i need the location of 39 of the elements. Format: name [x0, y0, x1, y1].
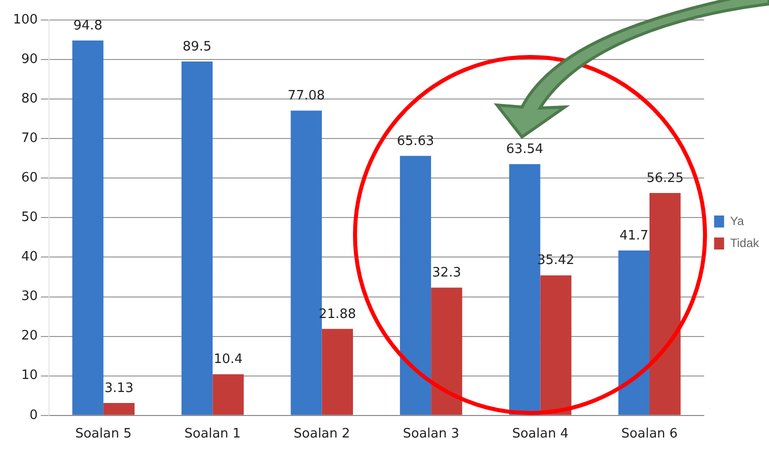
y-tick-label: 30 — [21, 289, 38, 304]
x-tick-label: Soalan 2 — [294, 426, 350, 442]
bar — [182, 62, 213, 415]
bar — [72, 40, 104, 415]
legend-label: Tidak — [730, 236, 760, 250]
bar — [212, 374, 244, 415]
bar — [540, 275, 572, 415]
bar — [322, 328, 353, 415]
y-tick-label: 20 — [21, 328, 38, 344]
data-label: 10.4 — [214, 352, 243, 368]
y-tick-label: 50 — [21, 210, 38, 226]
data-label: 65.63 — [396, 134, 434, 149]
data-label: 89.5 — [182, 39, 212, 54]
bar — [400, 156, 432, 415]
data-label: 77.08 — [288, 88, 325, 104]
data-label: 32.3 — [432, 266, 462, 281]
data-label: 63.54 — [506, 142, 544, 158]
y-tick-label: 10 — [21, 368, 38, 384]
legend-label: Ya — [730, 214, 744, 228]
x-tick-label: Soalan 6 — [621, 426, 678, 442]
data-label: 41.7 — [619, 228, 648, 244]
x-tick-label: Soalan 3 — [402, 426, 460, 442]
y-tick-label: 90 — [21, 52, 38, 67]
y-tick-label: 0 — [30, 408, 38, 423]
data-label: 94.8 — [73, 18, 102, 34]
data-label: 56.25 — [646, 170, 684, 186]
bar — [649, 192, 681, 415]
x-tick-label: Soalan 4 — [512, 426, 568, 442]
bar — [431, 288, 462, 415]
data-label: 3.13 — [104, 380, 134, 396]
y-tick-label: 70 — [21, 130, 38, 146]
bar — [618, 250, 650, 415]
y-tick-label: 40 — [21, 250, 38, 265]
bar — [103, 403, 135, 415]
y-tick-label: 80 — [21, 91, 38, 106]
x-tick-label: Soalan 1 — [184, 426, 241, 442]
y-tick-label: 100 — [12, 12, 38, 28]
x-tick-label: Soalan 5 — [75, 426, 132, 442]
y-tick-label: 60 — [21, 170, 38, 186]
